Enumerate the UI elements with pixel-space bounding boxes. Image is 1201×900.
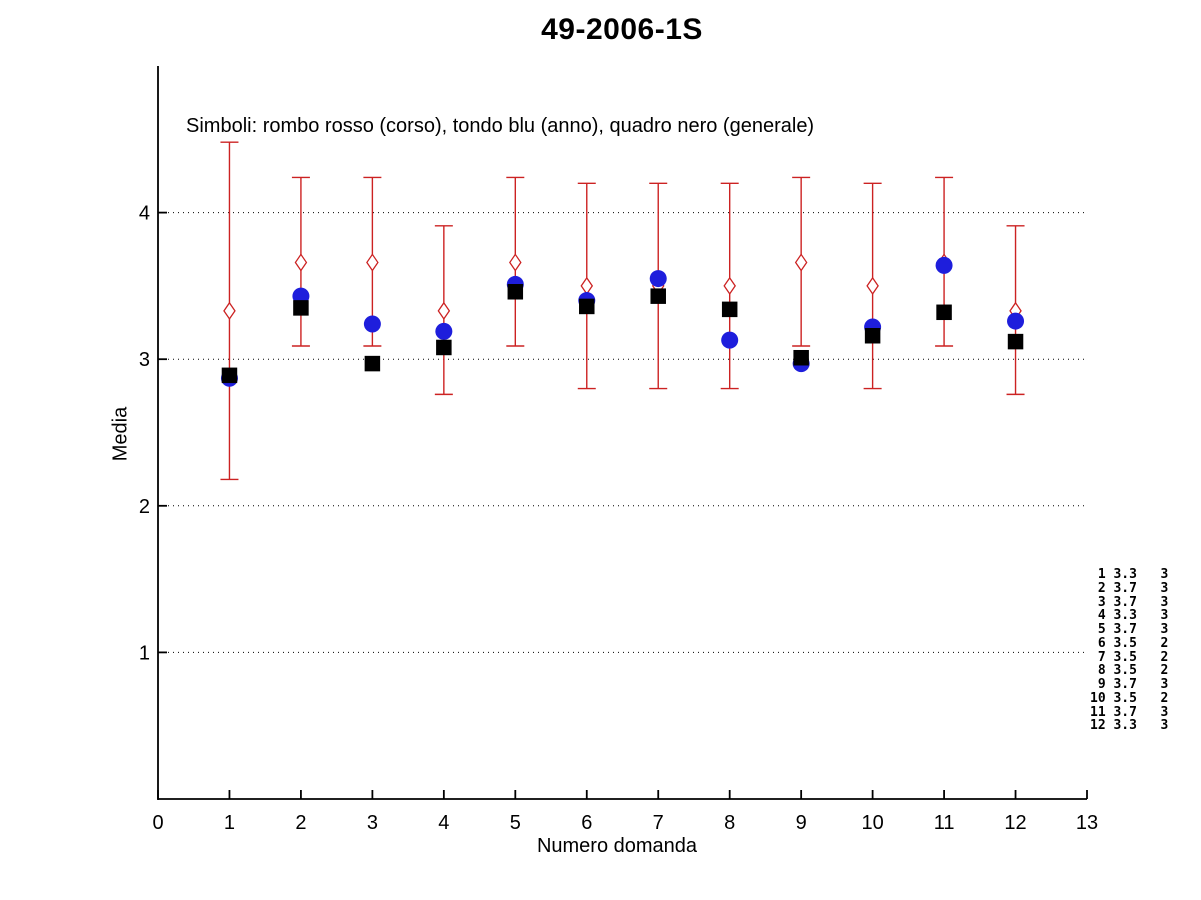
anno-circle-marker-q11 (935, 256, 953, 274)
x-tick-label-8: 8 (724, 812, 735, 834)
y-tick-label-4: 4 (139, 203, 150, 225)
y-tick-label-2: 2 (139, 496, 150, 518)
generale-square-marker-q7 (650, 288, 666, 304)
corso-diamond-marker-q8 (723, 276, 736, 296)
x-tick-label-7: 7 (653, 812, 664, 834)
corso-diamond-marker-q3 (366, 253, 379, 272)
x-tick-label-2: 2 (295, 812, 306, 834)
y-axis-label: Media (109, 406, 132, 462)
x-tick-label-0: 0 (152, 812, 163, 834)
anno-circle-marker-q4 (435, 322, 453, 340)
x-tick-label-1: 1 (224, 812, 235, 834)
chart-title: 49-2006-1S (541, 13, 703, 46)
generale-square-marker-q4 (436, 339, 452, 356)
generale-square-marker-q10 (864, 327, 881, 344)
x-tick-label-10: 10 (861, 812, 883, 834)
generale-square-marker-q1 (221, 367, 238, 384)
anno-circle-marker-q7 (649, 270, 667, 288)
x-tick-label-13: 13 (1076, 812, 1098, 834)
corso-diamond-marker-q10 (866, 276, 879, 296)
x-tick-label-6: 6 (581, 812, 592, 834)
x-tick-label-3: 3 (367, 812, 378, 834)
corso-diamond-marker-q2 (294, 253, 308, 272)
anno-circle-marker-q8 (721, 331, 739, 349)
generale-square-marker-q6 (579, 298, 595, 315)
generale-square-marker-q8 (721, 301, 738, 318)
generale-square-marker-q2 (293, 300, 309, 316)
x-axis-label: Numero domanda (536, 835, 698, 857)
anno-circle-marker-q12 (1007, 312, 1025, 330)
generale-square-marker-q3 (364, 355, 381, 372)
x-tick-label-4: 4 (438, 812, 449, 834)
generale-square-marker-q12 (1007, 333, 1024, 350)
x-tick-label-11: 11 (934, 812, 955, 834)
corso-diamond-marker-q9 (794, 253, 808, 272)
corso-diamond-marker-q5 (509, 253, 522, 272)
generale-square-marker-q5 (507, 284, 524, 300)
x-tick-label-5: 5 (510, 812, 521, 834)
symbols-legend-text: Simboli: rombo rosso (corso), tondo blu … (186, 115, 815, 137)
generale-square-marker-q9 (793, 349, 809, 366)
anno-circle-marker-q3 (363, 315, 381, 333)
x-tick-label-9: 9 (796, 812, 807, 834)
y-tick-label-1: 1 (139, 642, 150, 664)
y-tick-label-3: 3 (139, 349, 150, 371)
generale-square-marker-q11 (936, 304, 952, 321)
corso-diamond-marker-q6 (580, 276, 594, 296)
corso-diamond-marker-q4 (437, 301, 451, 320)
stats-table: 1 3.3 3 2 3.7 3 3 3.7 3 4 3.3 3 5 3.7 3 … (1090, 567, 1169, 734)
corso-diamond-marker-q1 (223, 301, 236, 320)
x-tick-label-12: 12 (1004, 812, 1026, 834)
